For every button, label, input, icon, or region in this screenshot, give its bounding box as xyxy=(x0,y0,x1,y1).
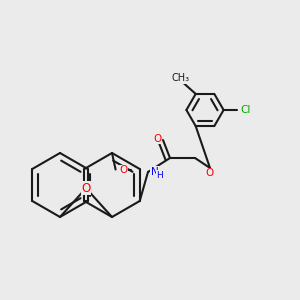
Text: N: N xyxy=(151,167,159,177)
Text: O: O xyxy=(153,134,161,143)
Text: H: H xyxy=(156,170,163,179)
Text: O: O xyxy=(206,168,214,178)
Text: O: O xyxy=(119,165,127,176)
Text: Cl: Cl xyxy=(241,105,251,115)
Text: CH₃: CH₃ xyxy=(172,73,190,83)
Text: O: O xyxy=(81,182,91,195)
